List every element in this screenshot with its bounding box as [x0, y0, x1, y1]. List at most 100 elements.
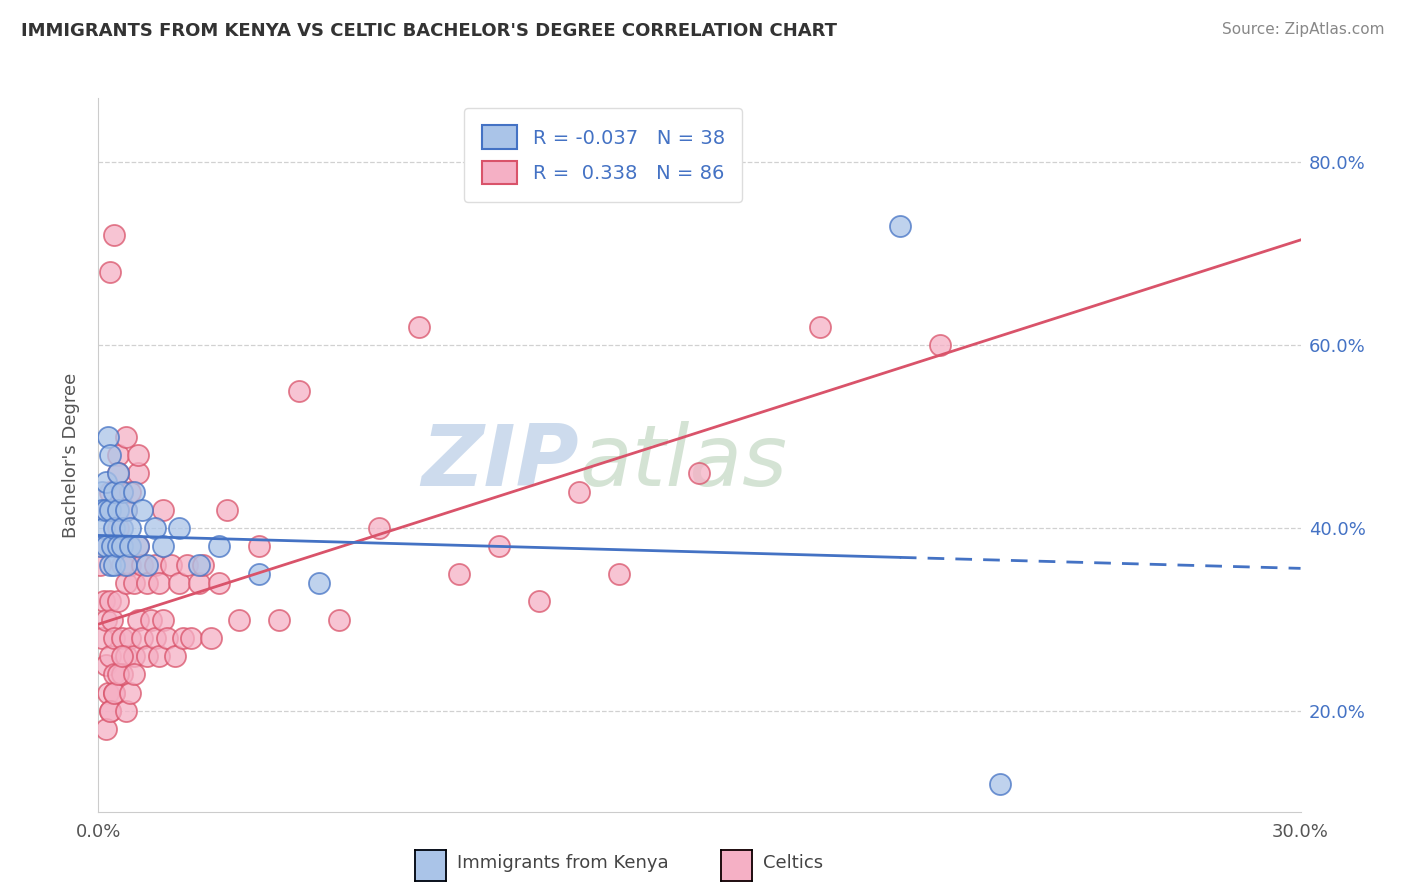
Point [143, 631, 166, 645]
Point [609, 566, 631, 581]
Point [96, 475, 118, 490]
Point [115, 503, 138, 517]
Point [107, 503, 129, 517]
Point [128, 540, 150, 554]
Point [131, 503, 153, 517]
Point [128, 540, 150, 554]
Point [96, 540, 118, 554]
Point [124, 484, 146, 499]
Point [568, 484, 591, 499]
Point [247, 566, 270, 581]
Point [103, 686, 125, 700]
Point [208, 576, 231, 591]
Point [100, 484, 122, 499]
Point [408, 319, 430, 334]
Point [97, 686, 120, 700]
Point [180, 631, 202, 645]
Point [159, 558, 181, 572]
Point [93, 594, 115, 608]
Point [103, 631, 125, 645]
Point [100, 594, 122, 608]
Point [115, 704, 138, 718]
Text: Source: ZipAtlas.com: Source: ZipAtlas.com [1222, 22, 1385, 37]
Point [488, 540, 510, 554]
Point [808, 319, 831, 334]
Point [143, 558, 166, 572]
Point [101, 540, 124, 554]
Point [100, 503, 122, 517]
Point [135, 558, 157, 572]
Point [288, 384, 311, 398]
Point [131, 558, 153, 572]
Point [96, 503, 118, 517]
Point [120, 521, 142, 535]
Point [107, 540, 129, 554]
Point [889, 219, 911, 234]
Point [96, 658, 118, 673]
Point [103, 521, 125, 535]
Text: Celtics: Celtics [763, 855, 824, 872]
Point [124, 576, 146, 591]
Point [100, 448, 122, 462]
Point [120, 540, 142, 554]
Point [929, 338, 952, 352]
Point [91, 503, 114, 517]
Point [191, 558, 214, 572]
Point [143, 521, 166, 535]
Point [200, 631, 222, 645]
Point [267, 613, 290, 627]
Point [111, 558, 134, 572]
Point [124, 667, 146, 681]
Text: ZIP: ZIP [422, 420, 579, 504]
Point [103, 667, 125, 681]
Text: atlas: atlas [579, 420, 787, 504]
Point [167, 521, 190, 535]
Point [96, 723, 118, 737]
Point [172, 631, 194, 645]
Point [148, 576, 170, 591]
Point [208, 540, 231, 554]
Point [115, 503, 138, 517]
Point [328, 613, 350, 627]
Point [111, 521, 134, 535]
Point [308, 576, 330, 591]
Point [368, 521, 391, 535]
Point [93, 521, 115, 535]
Point [115, 558, 138, 572]
Point [89, 540, 111, 554]
Point [152, 540, 174, 554]
Point [96, 503, 118, 517]
Point [111, 540, 134, 554]
Point [187, 576, 209, 591]
Text: Immigrants from Kenya: Immigrants from Kenya [457, 855, 669, 872]
Point [100, 265, 122, 279]
Point [148, 649, 170, 664]
Point [135, 576, 157, 591]
Point [111, 631, 134, 645]
Point [163, 649, 186, 664]
Point [103, 558, 125, 572]
Point [100, 704, 122, 718]
Point [100, 558, 122, 572]
Point [135, 649, 157, 664]
Point [107, 448, 129, 462]
Point [187, 558, 209, 572]
Point [128, 613, 150, 627]
Point [91, 631, 114, 645]
Point [89, 558, 111, 572]
Point [128, 467, 150, 481]
Point [215, 503, 238, 517]
Point [228, 613, 250, 627]
Y-axis label: Bachelor's Degree: Bachelor's Degree [62, 372, 80, 538]
Point [91, 540, 114, 554]
Point [103, 228, 125, 243]
Point [100, 649, 122, 664]
Point [100, 704, 122, 718]
Point [120, 558, 142, 572]
Point [131, 631, 153, 645]
Point [120, 484, 142, 499]
Point [115, 649, 138, 664]
Point [96, 613, 118, 627]
Point [115, 576, 138, 591]
Point [155, 631, 177, 645]
